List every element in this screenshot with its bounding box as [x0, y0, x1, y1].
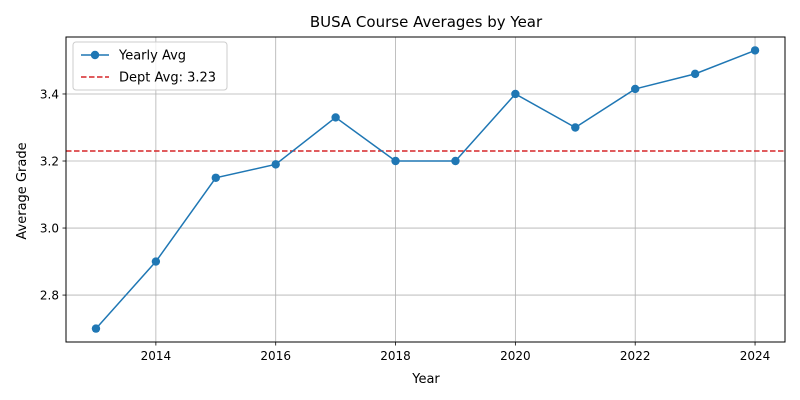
x-tick-label: 2014: [141, 349, 172, 363]
x-tick-label: 2020: [500, 349, 531, 363]
legend-series-marker: [90, 50, 100, 60]
y-axis-label: Average Grade: [15, 142, 30, 239]
legend: Yearly Avg Dept Avg: 3.23: [72, 41, 228, 91]
legend-box: [72, 41, 228, 91]
x-tick-label: 2016: [260, 349, 291, 363]
y-tick-label: 3.4: [40, 87, 59, 101]
data-point: [91, 324, 101, 333]
data-point: [211, 173, 220, 182]
y-axis-ticks: 2.8 3.0 3.2 3.4: [40, 87, 66, 302]
y-tick-label: 3.0: [40, 221, 59, 235]
plot-frame: [65, 36, 786, 343]
y-tick-label: 2.8: [40, 288, 59, 302]
legend-series-label: Yearly Avg: [118, 49, 186, 64]
data-point: [631, 84, 640, 94]
x-axis-ticks: 2014 2016 2018 2020 2022 2024: [141, 342, 771, 363]
data-point: [690, 69, 700, 79]
x-tick-label: 2018: [380, 349, 411, 363]
data-points: [91, 46, 760, 333]
data-point: [511, 89, 520, 99]
x-tick-label: 2022: [620, 349, 651, 363]
x-tick-label: 2024: [740, 349, 771, 363]
data-point: [331, 113, 340, 122]
data-point: [571, 123, 580, 132]
data-point: [391, 156, 400, 166]
y-tick-label: 3.2: [40, 154, 59, 168]
chart-title: BUSA Course Averages by Year: [310, 13, 543, 31]
data-point: [750, 46, 760, 55]
yearly-avg-line: [95, 49, 756, 330]
data-point: [271, 160, 280, 169]
legend-ref-label: Dept Avg: 3.23: [119, 71, 216, 86]
data-point: [151, 257, 161, 266]
x-axis-label: Year: [411, 372, 440, 387]
data-point: [451, 156, 460, 166]
